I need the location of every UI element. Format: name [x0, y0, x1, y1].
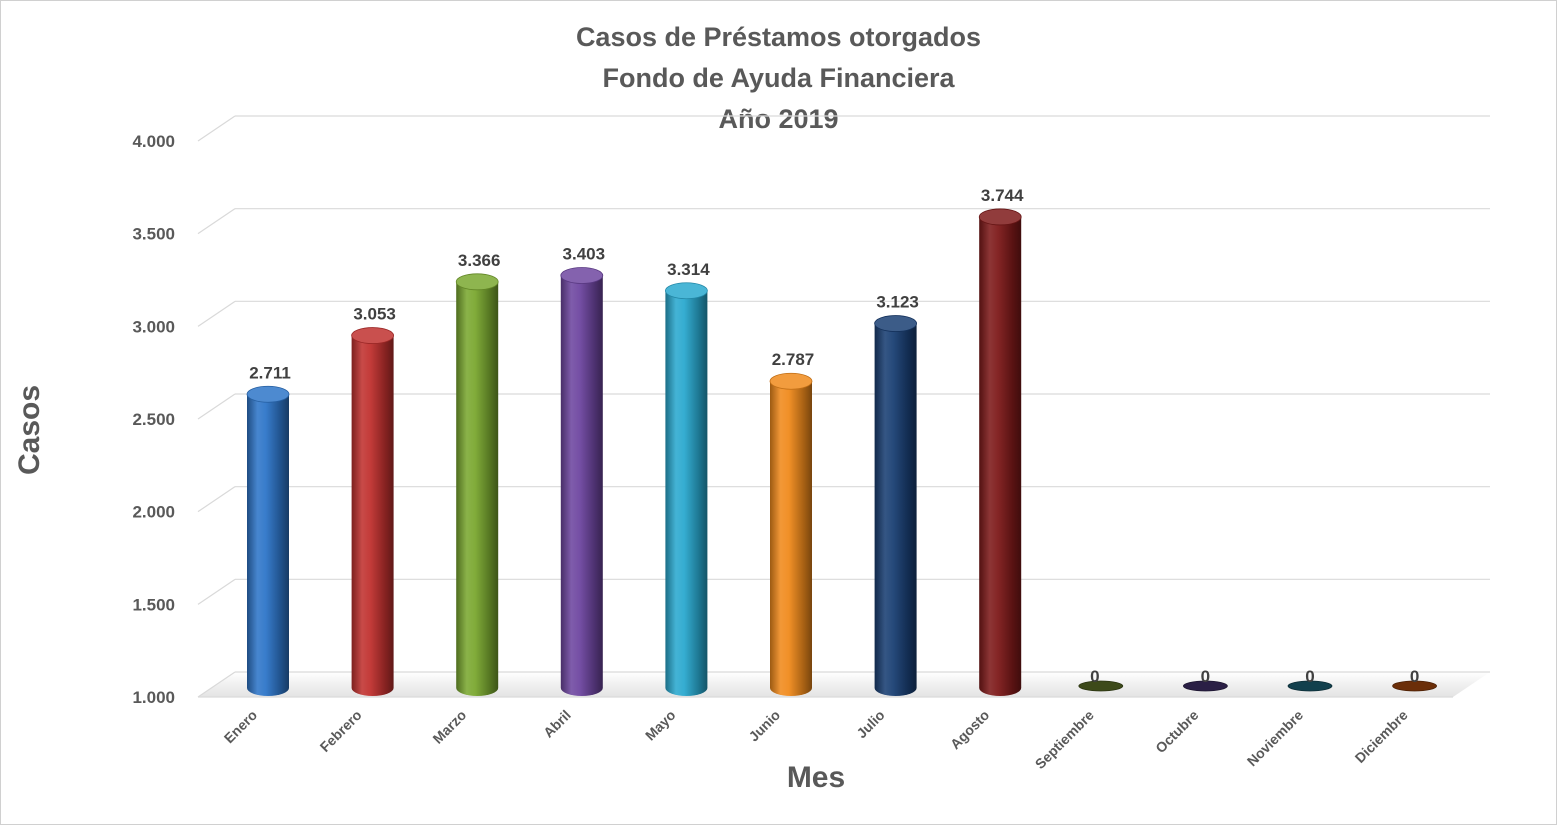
x-tick-label-noviembre: Noviembre: [1244, 707, 1307, 770]
x-tick-label-diciembre: Diciembre: [1352, 707, 1411, 766]
x-tick-label-junio: Junio: [745, 707, 783, 745]
x-tick-label-febrero: Febrero: [317, 707, 365, 755]
bar-septiembre: [1078, 680, 1124, 692]
gridline-6: [197, 115, 1490, 142]
y-tick-label-2: 2.000: [132, 503, 175, 522]
x-tick-label-octubre: Octubre: [1152, 707, 1201, 756]
x-tick-label-abril: Abril: [540, 707, 574, 741]
y-tick-label-5: 3.500: [132, 225, 175, 244]
y-tick-label-1: 1.500: [132, 595, 175, 614]
x-axis-title: Mes: [786, 761, 846, 794]
data-label-noviembre: 0: [1305, 667, 1314, 686]
bar-noviembre: [1287, 680, 1333, 692]
data-label-febrero: 3.053: [353, 305, 396, 324]
data-label-mayo: 3.314: [667, 260, 710, 279]
bar-octubre: [1183, 680, 1228, 692]
data-label-agosto: 3.744: [981, 186, 1024, 205]
bar-julio: [874, 315, 917, 696]
chart-title-line-3: Año 2019: [718, 104, 839, 134]
gridline-3: [197, 393, 1490, 420]
x-tick-label-julio: Julio: [853, 707, 887, 741]
data-label-octubre: 0: [1201, 667, 1210, 686]
bar-junio: [769, 372, 813, 696]
data-label-marzo: 3.366: [458, 251, 501, 270]
data-label-diciembre: 0: [1410, 667, 1419, 686]
gridline-2: [197, 486, 1490, 513]
gridline-5: [197, 208, 1490, 235]
data-label-julio: 3.123: [876, 293, 919, 312]
x-tick-label-enero: Enero: [221, 707, 260, 746]
chart-title-line-1: Casos de Préstamos otorgados: [575, 22, 982, 52]
x-tick-label-agosto: Agosto: [947, 707, 992, 752]
data-label-abril: 3.403: [563, 244, 606, 263]
bar-abril: [560, 267, 604, 696]
y-tick-label-3: 2.500: [132, 410, 175, 429]
x-tick-label-marzo: Marzo: [429, 707, 469, 747]
y-tick-label-6: 4.000: [132, 132, 175, 151]
gridline-1: [197, 578, 1490, 605]
data-label-junio: 2.787: [772, 350, 815, 369]
gridline-0: [197, 671, 1490, 698]
y-axis-title: Casos: [13, 384, 46, 476]
data-label-enero: 2.711: [249, 363, 291, 382]
bar-diciembre: [1392, 680, 1437, 692]
gridline-4: [197, 300, 1490, 327]
x-tick-label-septiembre: Septiembre: [1032, 707, 1097, 772]
bar-enero: [246, 385, 290, 696]
bar-marzo: [455, 273, 499, 696]
y-tick-label-4: 3.000: [132, 317, 175, 336]
chart-title-line-2: Fondo de Ayuda Financiera: [602, 63, 955, 93]
y-tick-label-0: 1.000: [132, 688, 175, 707]
bar-agosto: [978, 208, 1022, 697]
bar-febrero: [351, 327, 395, 696]
data-label-septiembre: 0: [1090, 667, 1099, 686]
x-tick-label-mayo: Mayo: [642, 707, 679, 744]
bar-mayo: [665, 282, 708, 696]
